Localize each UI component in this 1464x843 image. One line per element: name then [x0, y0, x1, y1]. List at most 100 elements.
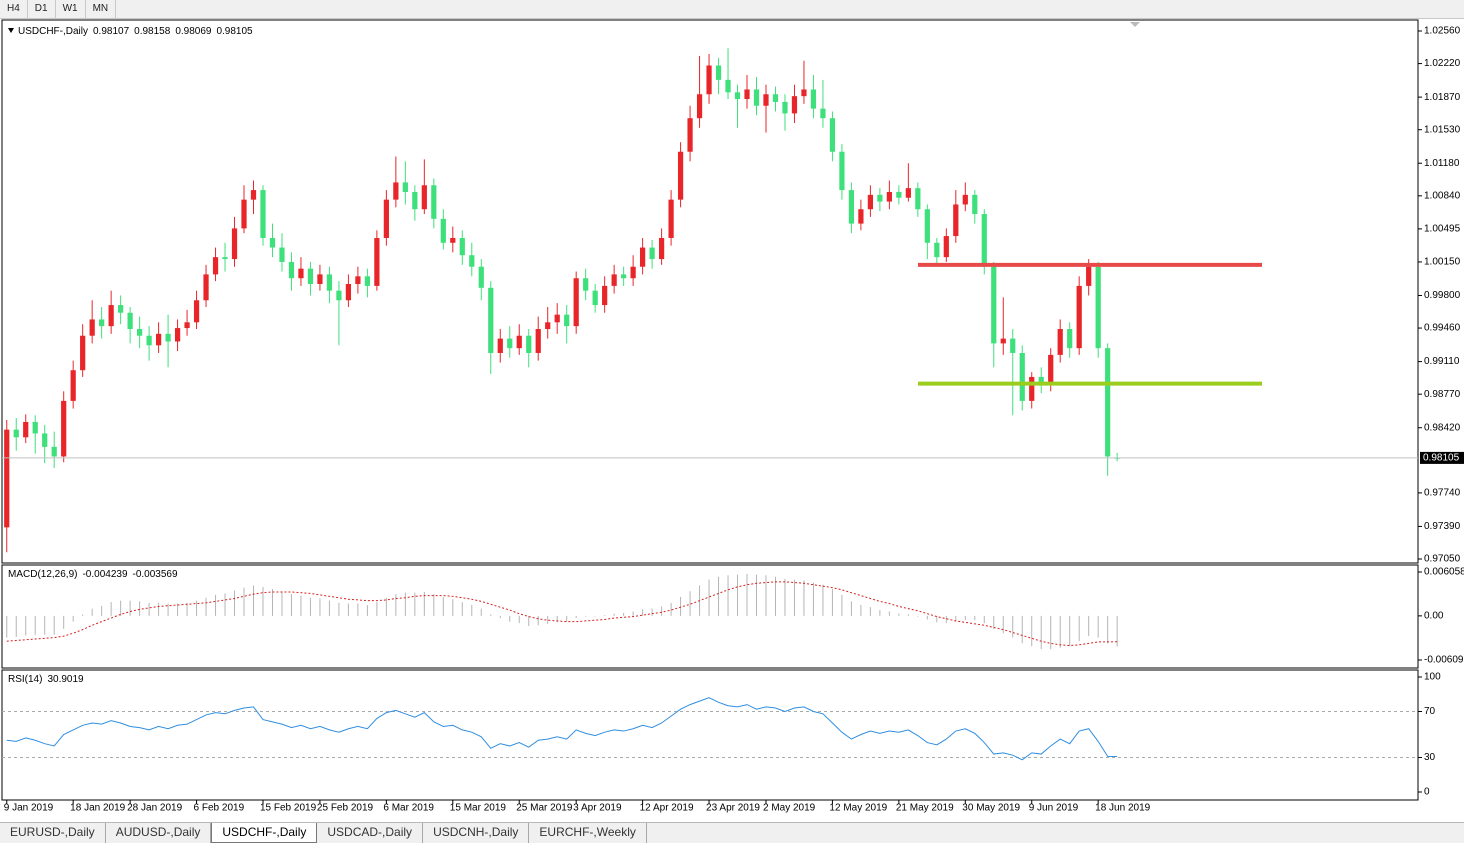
- symbol-tab[interactable]: USDCAD-,Daily: [317, 823, 424, 843]
- y-tick-label: 0.97740: [1424, 488, 1461, 499]
- candle-body: [146, 335, 152, 346]
- candle-body: [355, 276, 361, 284]
- candle-body: [431, 185, 437, 219]
- candle-body: [753, 89, 760, 106]
- candle-body: [564, 314, 570, 327]
- candle-body: [981, 214, 987, 267]
- candle-body: [630, 266, 636, 279]
- candle-body: [478, 266, 484, 288]
- chart: 1.02560 1.02220 1.01870 1.01530 1.01180 1.008…: [1, 19, 1464, 814]
- candle-body: [32, 421, 38, 434]
- candle-body: [858, 209, 864, 224]
- candle-body: [1057, 329, 1063, 355]
- candle-body: [991, 266, 997, 344]
- candle-body: [839, 151, 845, 191]
- candle-body: [886, 191, 892, 202]
- timeframe-toolbar: H4 D1 W1 MN: [0, 0, 1464, 19]
- candle-body: [706, 65, 712, 95]
- x-tick-label: 25 Feb 2019: [317, 803, 374, 814]
- x-tick-label: 15 Mar 2019: [450, 803, 507, 814]
- candle-body: [23, 421, 29, 438]
- candle-body: [241, 199, 247, 229]
- candle-body: [621, 274, 627, 279]
- candle-body: [383, 199, 389, 238]
- candle-body: [193, 300, 200, 323]
- candle-body: [573, 278, 579, 327]
- shift-marker: [1130, 22, 1140, 27]
- candle-body: [810, 89, 817, 109]
- x-tick-label: 25 Mar 2019: [516, 803, 573, 814]
- candle-body: [1029, 376, 1035, 401]
- candle-body: [924, 209, 930, 243]
- x-tick-label: 6 Feb 2019: [194, 803, 245, 814]
- y-tick-label: 0.99460: [1424, 323, 1461, 334]
- candle-body: [488, 287, 494, 353]
- y-tick-label: 1.00150: [1424, 257, 1461, 268]
- candle-body: [497, 338, 503, 353]
- symbol-tab[interactable]: AUDUSD-,Daily: [106, 823, 212, 843]
- panel-title: USDCHF-,Daily 0.98107 0.98158 0.98069 0.9810…: [18, 26, 253, 37]
- candle-body: [155, 333, 162, 346]
- candle-body: [459, 237, 465, 256]
- candle-body: [137, 329, 143, 336]
- candle-body: [953, 204, 959, 237]
- y-tick-label: 0.99110: [1424, 356, 1460, 367]
- candle-body: [649, 247, 655, 260]
- y-tick-label: 30: [1424, 752, 1436, 763]
- candle-body: [4, 429, 10, 528]
- y-tick-label: 1.01530: [1424, 124, 1461, 135]
- candle-body: [80, 335, 86, 371]
- x-tick-label: 23 Apr 2019: [706, 803, 760, 814]
- candle-body: [89, 319, 95, 336]
- candle-body: [298, 268, 304, 279]
- candle-body: [934, 242, 940, 258]
- candle-body: [421, 185, 427, 210]
- y-tick-label: 70: [1424, 706, 1436, 717]
- candle-body: [687, 118, 693, 152]
- candle-body: [127, 312, 133, 330]
- y-tick-label: 0.99800: [1424, 290, 1461, 301]
- candle-body: [70, 370, 76, 401]
- symbol-tab[interactable]: EURCHF-,Weekly: [529, 823, 647, 843]
- x-tick-label: 9 Jun 2019: [1029, 803, 1079, 814]
- main-panel: [1, 19, 1419, 564]
- candle-body: [412, 191, 418, 210]
- candle-body: [118, 305, 124, 313]
- timeframe-button[interactable]: W1: [56, 0, 86, 18]
- candle-body: [734, 92, 741, 100]
- candle-body: [972, 194, 978, 215]
- candle-body: [829, 118, 836, 152]
- x-tick-label: 18 Jun 2019: [1095, 803, 1150, 814]
- candle-body: [791, 96, 798, 114]
- x-tick-label: 9 Jan 2019: [4, 803, 54, 814]
- candle-body: [269, 237, 276, 248]
- timeframe-button[interactable]: H4: [0, 0, 28, 18]
- candle-body: [51, 446, 57, 457]
- candle-body: [450, 237, 456, 243]
- candle-body: [374, 237, 380, 286]
- symbol-tab[interactable]: EURUSD-,Daily: [0, 823, 106, 843]
- candle-body: [279, 247, 285, 262]
- symbol-tab[interactable]: USDCNH-,Daily: [423, 823, 530, 843]
- candle-body: [469, 255, 475, 267]
- candle-body: [611, 274, 617, 286]
- candle-body: [763, 94, 769, 106]
- candle-body: [583, 278, 589, 291]
- candle-body: [592, 290, 598, 306]
- candle-body: [393, 182, 399, 200]
- timeframe-button[interactable]: D1: [28, 0, 56, 18]
- candle-body: [1095, 266, 1101, 349]
- candle-body: [962, 194, 968, 205]
- x-tick-label: 3 Apr 2019: [573, 803, 622, 814]
- candle-body: [336, 290, 342, 301]
- candle-body: [440, 218, 446, 243]
- candle-body: [61, 400, 67, 457]
- title-text: USDCHF-,Daily: [18, 26, 88, 37]
- candle-body: [42, 433, 48, 447]
- timeframe-button[interactable]: MN: [86, 0, 117, 18]
- candle-body: [801, 89, 807, 97]
- title-text: MACD(12,26,9): [8, 569, 77, 580]
- symbol-tab[interactable]: USDCHF-,Daily: [211, 823, 318, 843]
- macd-panel: [1, 564, 1419, 669]
